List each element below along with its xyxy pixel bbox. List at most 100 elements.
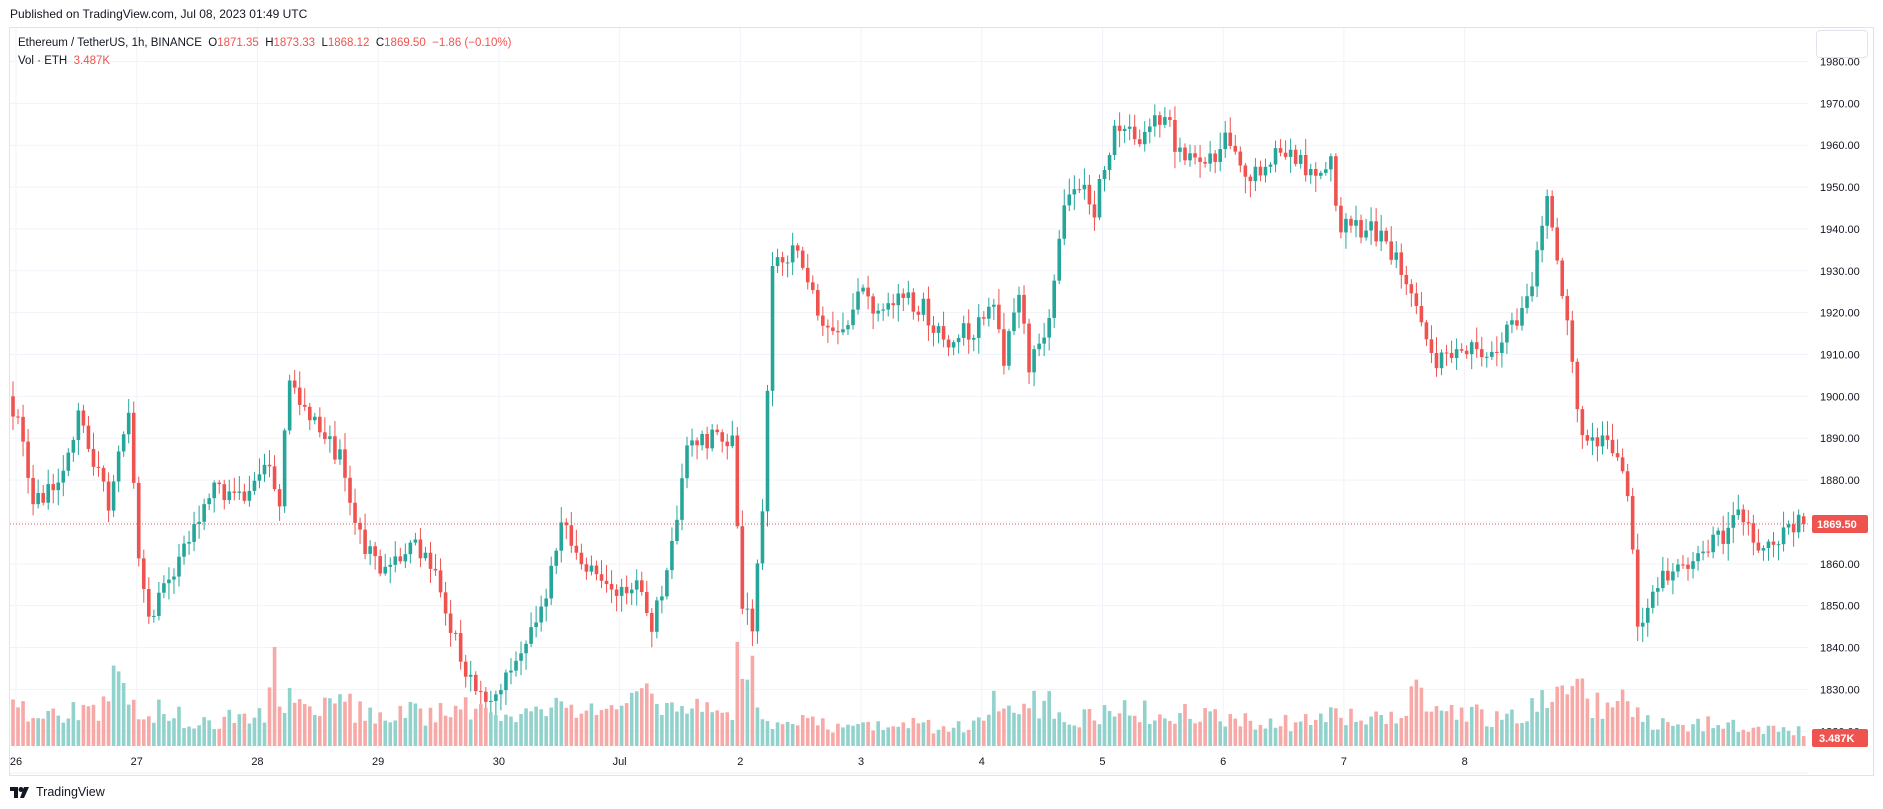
candle-body — [307, 406, 312, 421]
candle-body — [1147, 126, 1152, 132]
candle-body — [700, 433, 704, 446]
volume-bar — [1555, 686, 1560, 746]
volume-bar — [1198, 721, 1202, 746]
volume-bar — [398, 705, 403, 746]
volume-bar — [1580, 678, 1585, 746]
candle-body — [574, 545, 579, 553]
candle-body — [1671, 571, 1675, 581]
candle-body — [1474, 342, 1479, 350]
y-tick-label: 1930.00 — [1820, 266, 1860, 278]
volume-bar — [373, 723, 377, 746]
candle-body — [730, 435, 735, 447]
volume-bar — [1635, 707, 1640, 746]
volume-bar — [936, 729, 941, 746]
y-tick-label: 1960.00 — [1820, 140, 1860, 152]
chart-toolbox[interactable] — [1816, 30, 1868, 58]
volume-bar — [1037, 718, 1041, 746]
volume-bar — [56, 715, 61, 746]
candle-body — [805, 267, 810, 283]
candle-body — [971, 337, 976, 340]
candle-body — [846, 325, 850, 330]
volume-bar — [1278, 726, 1283, 746]
volume-bar — [1786, 730, 1791, 746]
volume-bar — [1741, 729, 1746, 746]
candle-body — [936, 326, 941, 333]
volume-bar — [468, 719, 473, 746]
volume-bar — [715, 710, 719, 746]
candle-body — [795, 245, 800, 251]
volume-bar — [926, 719, 931, 746]
volume-bar — [1324, 722, 1328, 746]
volume-bar — [21, 701, 25, 746]
candle-body — [770, 266, 775, 391]
volume-bar — [1676, 724, 1680, 746]
candle-body — [1102, 170, 1107, 180]
volume-bar — [665, 703, 669, 746]
candle-body — [1334, 156, 1338, 206]
volume-bar — [1540, 690, 1544, 746]
volume-bar — [217, 728, 222, 746]
volume-bar — [1243, 713, 1248, 746]
volume-bar — [1766, 725, 1771, 746]
volume-bar — [76, 720, 81, 746]
candle-body — [1092, 204, 1097, 218]
volume-bar — [1736, 731, 1741, 746]
tradingview-logo-icon — [10, 786, 29, 798]
candle-body — [383, 566, 388, 574]
volume-bar — [282, 713, 287, 746]
candle-body — [1656, 588, 1660, 592]
volume-bar — [131, 699, 136, 746]
volume-bar — [1293, 722, 1298, 746]
volume-bar — [1032, 690, 1036, 746]
candle-body — [473, 674, 478, 692]
candle-body — [1746, 522, 1751, 524]
candle-body — [313, 416, 317, 421]
candle-body — [197, 521, 201, 525]
candle-body — [1469, 342, 1474, 355]
candle-body — [660, 596, 664, 601]
symbol-label[interactable]: Ethereum / TetherUS, 1h, BINANCE — [18, 37, 202, 49]
volume-bar — [805, 718, 810, 746]
volume-bar — [1329, 707, 1333, 746]
candle-body — [1394, 252, 1399, 260]
volume-bar — [1193, 723, 1197, 746]
volume-bar — [1691, 724, 1695, 746]
candle-body — [106, 481, 111, 511]
volume-bar — [720, 712, 725, 746]
candle-body — [157, 592, 161, 616]
volume-bar — [836, 723, 840, 746]
candle-body — [1072, 189, 1077, 195]
volume-bar — [1409, 686, 1414, 746]
candle-body — [1303, 155, 1308, 176]
candle-body — [1233, 145, 1238, 152]
volume-bar — [197, 725, 201, 746]
volume-bar — [302, 704, 307, 746]
volume-bar — [328, 698, 332, 746]
volume-label[interactable]: Vol · ETH — [18, 55, 68, 67]
volume-bar — [408, 701, 413, 746]
volume-bar — [921, 722, 926, 746]
high-value: 1873.33 — [273, 37, 316, 49]
candle-body — [514, 660, 518, 671]
volume-bar — [1067, 724, 1072, 746]
volume-bar — [519, 714, 523, 746]
volume-bar — [876, 721, 880, 746]
x-tick-label: 27 — [131, 756, 143, 768]
candle-body — [1776, 544, 1781, 546]
close-label: C — [375, 37, 385, 49]
volume-bar — [1298, 721, 1303, 746]
x-tick-label: Jul — [613, 756, 627, 768]
tradingview-branding[interactable]: TradingView — [10, 785, 105, 799]
candle-body — [916, 311, 921, 315]
volume-bar — [916, 723, 921, 746]
candle-body — [690, 440, 694, 446]
volume-bar — [86, 706, 91, 746]
volume-bar — [292, 702, 297, 746]
y-tick-label: 1900.00 — [1820, 391, 1860, 403]
volume-bar — [524, 708, 528, 746]
close-value: 1869.50 — [384, 37, 426, 49]
volume-bar — [403, 717, 408, 746]
candle-body — [282, 430, 287, 507]
volume-bar — [51, 708, 56, 746]
